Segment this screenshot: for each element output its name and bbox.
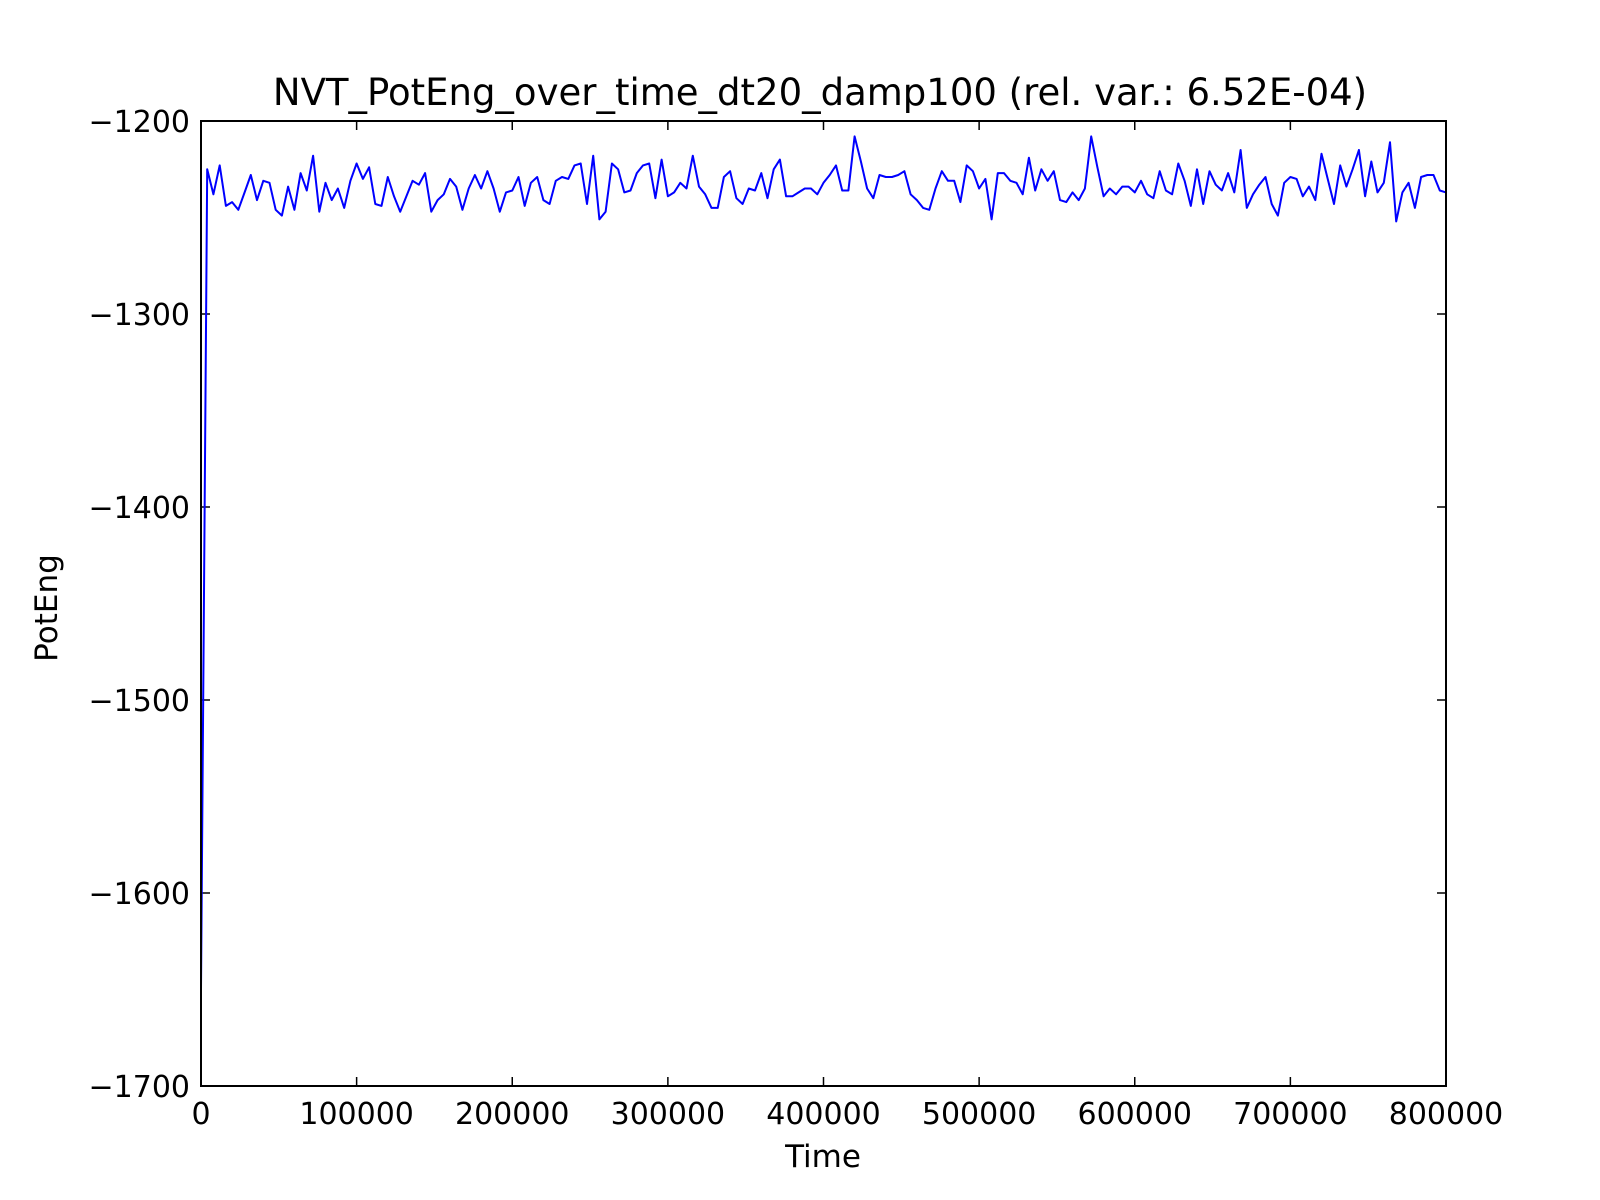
series-line: [200, 135, 1447, 990]
x-tick-label: 800000: [1389, 1097, 1504, 1132]
y-axis-label: PotEng: [29, 554, 65, 662]
axis-ticks: [200, 120, 1447, 1087]
x-tick-label: 100000: [299, 1097, 414, 1132]
series-lines: [200, 135, 1447, 990]
x-axis-label: Time: [784, 1139, 861, 1175]
y-tick-label: −1700: [89, 1070, 190, 1105]
plot-area-frame: [200, 120, 1447, 1087]
x-tick-label: 200000: [455, 1097, 570, 1132]
x-tick-label: 300000: [611, 1097, 726, 1132]
y-tick-label: −1500: [89, 684, 190, 719]
x-tick-label: 0: [191, 1097, 210, 1132]
x-tick-labels: 0 100000 200000 300000 400000 500000 600000 700…: [191, 1097, 1503, 1132]
x-tick-label: 600000: [1077, 1097, 1192, 1132]
y-tick-label: −1400: [89, 491, 190, 526]
x-tick-label: 400000: [766, 1097, 881, 1132]
chart-title: NVT_PotEng_over_time_dt20_damp100 (rel. …: [273, 71, 1367, 114]
y-tick-label: −1600: [89, 877, 190, 912]
y-tick-label: −1300: [89, 298, 190, 333]
y-tick-label: −1200: [89, 105, 190, 140]
y-tick-labels: −1200 −1300 −1400 −1500 −1600 −1700: [89, 105, 190, 1105]
x-tick-label: 500000: [922, 1097, 1037, 1132]
x-tick-label: 700000: [1233, 1097, 1348, 1132]
